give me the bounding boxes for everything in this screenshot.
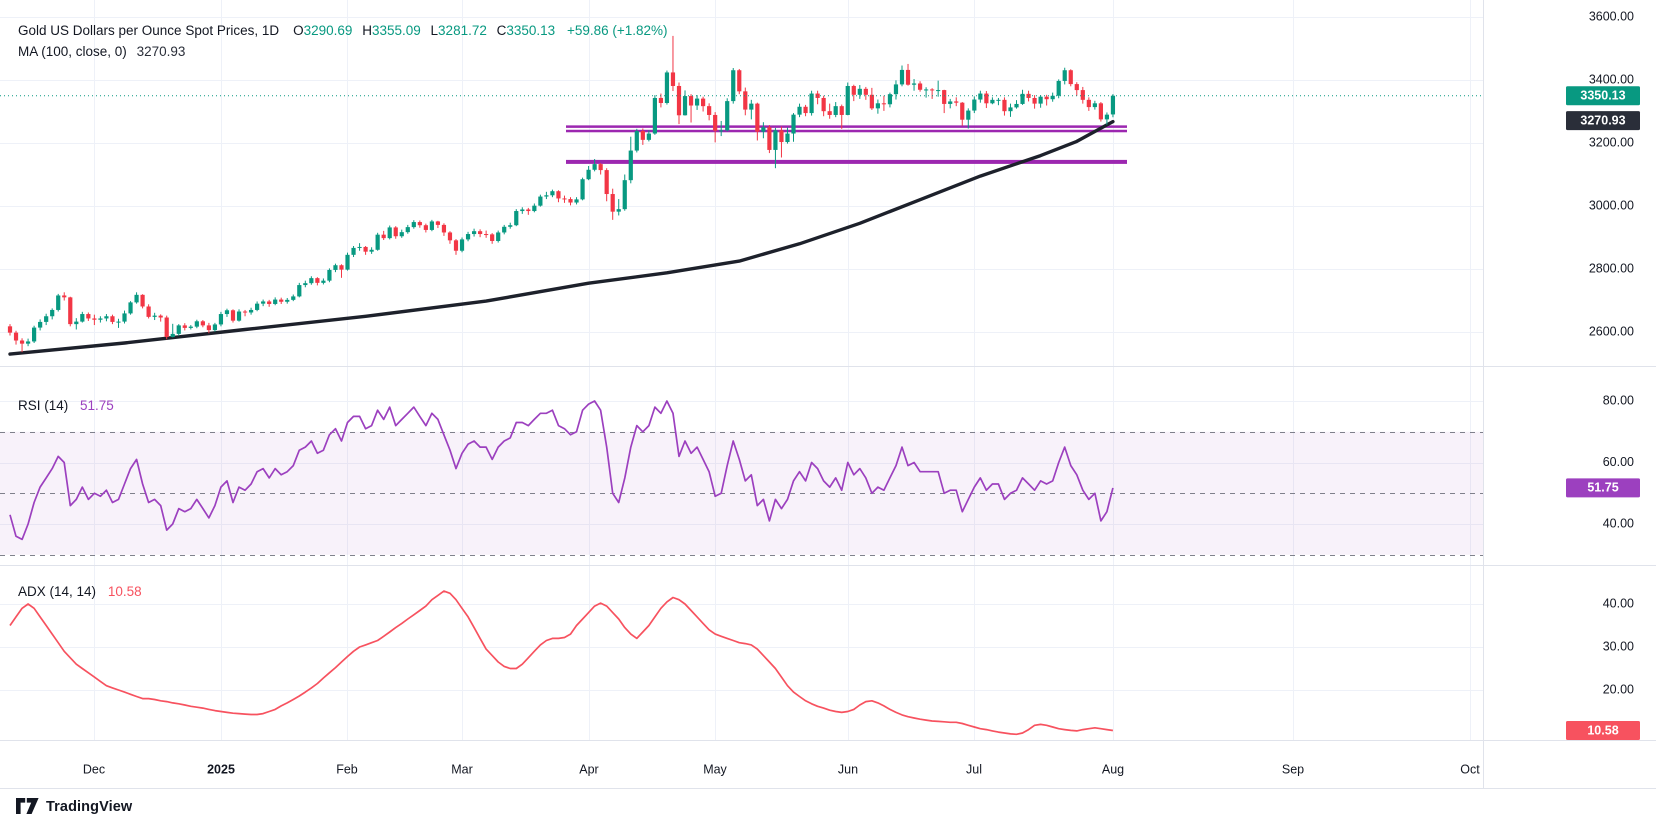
time-axis-label-jun: Jun — [838, 762, 858, 776]
svg-text:10.58: 10.58 — [1587, 723, 1618, 737]
main-axis-badge: 3350.13 — [1566, 86, 1640, 106]
time-axis-label-mar: Mar — [451, 762, 473, 776]
main-axis-label: 3200.00 — [1589, 135, 1634, 149]
rsi-line[interactable] — [9, 400, 1114, 541]
symbol-title: Gold US Dollars per Ounce Spot Prices, 1… — [18, 23, 280, 38]
rsi-axis-label: 40.00 — [1603, 516, 1634, 530]
rsi-panel — [0, 431, 1483, 556]
high-label: H — [362, 23, 372, 38]
low-value: 3281.72 — [438, 23, 487, 38]
rsi-axis-badge: 51.75 — [1566, 478, 1640, 498]
purple-horizontal-lines[interactable] — [566, 125, 1127, 164]
tradingview-brand-link[interactable]: TradingView — [16, 798, 132, 815]
tradingview-logo-icon — [16, 798, 39, 814]
time-axis-label-sep: Sep — [1282, 762, 1304, 776]
time-axis-label-oct: Oct — [1460, 762, 1480, 776]
ma-100-line[interactable] — [8, 119, 1115, 356]
open-value: 3290.69 — [303, 23, 353, 38]
rsi-axis-label: 60.00 — [1603, 455, 1634, 469]
adx-value: 10.58 — [107, 584, 142, 599]
adx-legend[interactable]: ADX (14, 14) 10.58 — [18, 583, 142, 601]
adx-line[interactable] — [9, 590, 1114, 736]
high-value: 3355.09 — [371, 23, 421, 38]
time-axis-label-jul: Jul — [966, 762, 982, 776]
adx-axis-label: 20.00 — [1603, 682, 1634, 696]
change-value: +59.86 (+1.82%) — [566, 23, 668, 38]
time-axis[interactable]: Dec 2025 Feb Mar Apr May Jun Jul Aug Sep Oct — [83, 762, 1480, 776]
adx-label: ADX (14, 14) — [18, 584, 97, 599]
tradingview-brand-text: TradingView — [46, 798, 133, 815]
svg-text:51.75: 51.75 — [1587, 481, 1618, 495]
time-axis-label-apr: Apr — [579, 762, 598, 776]
time-axis-label-may: May — [703, 762, 727, 776]
main-axis-label: 2800.00 — [1589, 261, 1634, 275]
time-axis-label-dec: Dec — [83, 762, 105, 776]
low-label: L — [430, 23, 439, 38]
rsi-label: RSI (14) — [18, 398, 69, 413]
close-label: C — [496, 23, 507, 38]
main-axis-label: 3600.00 — [1589, 9, 1634, 23]
ma-label: MA (100, close, 0) — [18, 44, 127, 59]
svg-text:3270.93: 3270.93 — [1580, 113, 1625, 127]
rsi-value: 51.75 — [80, 398, 114, 413]
adx-axis-label: 40.00 — [1603, 596, 1634, 610]
main-legend[interactable]: Gold US Dollars per Ounce Spot Prices, 1… — [18, 22, 668, 40]
adx-axis-badge: 10.58 — [1566, 721, 1640, 741]
close-value: 3350.13 — [506, 23, 556, 38]
time-axis-label-aug: Aug — [1102, 762, 1124, 776]
main-axis-label: 2600.00 — [1589, 324, 1634, 338]
main-axis-label: 3400.00 — [1589, 72, 1634, 86]
candlestick-series — [7, 35, 1116, 353]
main-axis-badge: 3270.93 — [1566, 111, 1640, 131]
svg-text:3350.13: 3350.13 — [1580, 89, 1625, 103]
main-axis-label: 3000.00 — [1589, 198, 1634, 212]
price-axis[interactable]: 3600.00 3400.00 3200.00 3000.00 2800.00 2600.… — [1566, 9, 1640, 741]
open-label: O — [293, 23, 304, 38]
gridlines — [0, 0, 1483, 740]
rsi-legend[interactable]: RSI (14) 51.75 — [18, 397, 114, 415]
rsi-axis-label: 80.00 — [1603, 393, 1634, 407]
ma-value: 3270.93 — [136, 44, 186, 59]
time-axis-label-2025: 2025 — [207, 762, 235, 776]
time-axis-label-feb: Feb — [336, 762, 358, 776]
panel-borders — [0, 0, 1656, 789]
chart-canvas[interactable]: 3600.00 3400.00 3200.00 3000.00 2800.00 2600.… — [0, 0, 1656, 795]
ma-legend[interactable]: MA (100, close, 0) 3270.93 — [18, 43, 185, 61]
adx-axis-label: 30.00 — [1603, 639, 1634, 653]
